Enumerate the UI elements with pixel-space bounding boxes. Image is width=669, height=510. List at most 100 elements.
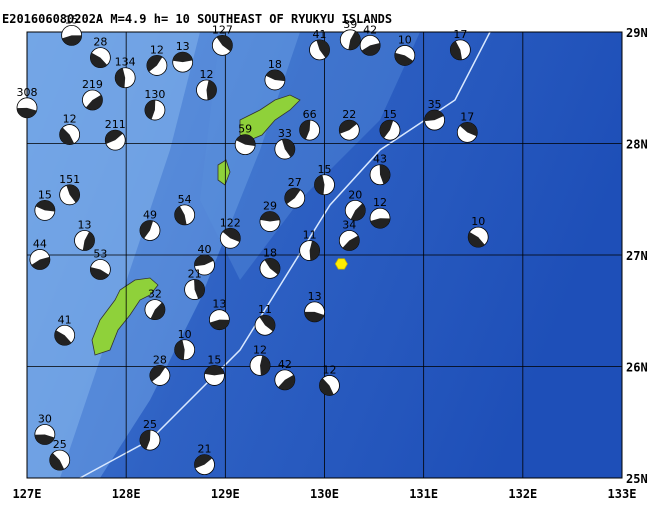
lon-label: 129E	[211, 487, 240, 501]
focal-mechanism: 28	[89, 36, 111, 69]
lon-label: 131E	[409, 487, 438, 501]
beachball-compression	[115, 68, 126, 88]
focal-mechanism: 122	[220, 216, 241, 249]
depth-label: 308	[17, 86, 38, 99]
focal-mechanism: 18	[264, 58, 286, 91]
depth-label: 12	[373, 196, 387, 209]
focal-mechanism: 13	[304, 290, 325, 323]
depth-label: 35	[428, 98, 442, 111]
focal-mechanism: 308	[17, 86, 38, 119]
focal-mechanism: 43	[369, 153, 391, 186]
beachball-compression	[284, 188, 301, 205]
focal-mechanism: 39	[339, 18, 361, 51]
beachball-compression	[450, 41, 463, 60]
beachball-compression	[260, 355, 271, 376]
focal-mechanism: 42	[274, 358, 296, 391]
depth-label: 25	[53, 438, 67, 451]
focal-mechanism: 13	[74, 219, 95, 251]
lat-label: 27N	[626, 249, 648, 263]
beachball-compression	[149, 365, 166, 382]
beachball-compression	[236, 134, 256, 147]
lon-label: 130E	[310, 487, 339, 501]
focal-mechanism: 10	[467, 215, 489, 248]
map-frame	[26, 31, 623, 479]
depth-label: 15	[318, 163, 332, 176]
beachball-compression	[90, 267, 109, 280]
depth-label: 151	[59, 173, 80, 186]
focal-mechanism: 28	[149, 353, 171, 386]
focal-mechanism: 17	[449, 28, 471, 61]
beachball-compression	[309, 240, 320, 261]
beachball-compression	[146, 55, 163, 72]
map-title: E201606080202A M=4.9 h= 10 SOUTHEAST OF …	[2, 12, 392, 26]
focal-mechanism: 25	[139, 418, 161, 451]
depth-label: 21	[198, 443, 212, 456]
lon-label: 127E	[13, 487, 42, 501]
depth-label: 127	[212, 23, 233, 36]
focal-mechanism: 12	[146, 43, 168, 76]
focal-mechanism: 13	[208, 298, 230, 331]
focal-mechanism: 12	[249, 343, 271, 376]
lon-label: 128E	[112, 487, 141, 501]
beachball-compression	[49, 452, 65, 471]
depth-label: 13	[212, 298, 226, 311]
beachball-compression	[468, 232, 485, 248]
depth-label: 11	[303, 229, 317, 242]
focal-mechanism: 32	[144, 288, 166, 321]
focal-mechanism: 12	[196, 68, 217, 101]
focal-mechanism: 219	[82, 78, 103, 111]
depth-label: 59	[238, 123, 252, 136]
focal-mechanism: 15	[34, 188, 56, 221]
beachball-compression	[216, 35, 233, 52]
focal-mechanism: 44	[29, 237, 51, 270]
focal-mechanism: 11	[299, 229, 321, 261]
depth-label: 15	[65, 13, 79, 26]
beachball-compression	[209, 319, 230, 330]
depth-label: 130	[144, 88, 165, 101]
beachball-compression	[62, 35, 82, 46]
depth-label: 15	[207, 353, 221, 366]
focal-mechanism: 15	[379, 108, 401, 141]
depth-label: 28	[153, 353, 167, 366]
depth-label: 66	[303, 108, 317, 121]
depth-label: 41	[58, 313, 72, 326]
focal-mechanism: 41	[309, 28, 330, 61]
focal-mechanism: 22	[338, 108, 360, 141]
focal-mechanism: 11	[254, 303, 276, 336]
depth-label: 32	[148, 288, 162, 301]
lat-label: 25N	[626, 472, 648, 486]
depth-label: 20	[348, 188, 362, 201]
beachball-compression	[299, 120, 311, 140]
beachball-compression	[424, 110, 444, 122]
beachball-compression	[259, 315, 275, 332]
depth-label: 44	[33, 237, 47, 250]
beachball-compression	[54, 330, 72, 346]
depth-label: 53	[93, 247, 107, 260]
beachball-compression	[379, 164, 391, 185]
focal-mechanism: 134	[115, 56, 136, 89]
epicenter	[334, 258, 348, 270]
focal-mechanism: 12	[369, 196, 391, 229]
beachball-compression	[319, 378, 334, 396]
beachball-compression	[17, 107, 37, 118]
focal-mechanism: 21	[184, 268, 205, 300]
beachball-compression	[31, 256, 50, 270]
depth-label: 15	[38, 188, 52, 201]
depth-label: 12	[322, 363, 336, 376]
lon-label: 132E	[508, 487, 537, 501]
beachball-compression	[150, 302, 165, 320]
focal-mechanism: 34	[338, 219, 360, 251]
depth-label: 17	[460, 110, 474, 123]
depth-label: 11	[258, 303, 272, 316]
focal-mechanism: 41	[54, 313, 76, 346]
depth-label: 15	[383, 108, 397, 121]
depth-label: 211	[105, 118, 126, 131]
beachball-compression	[265, 69, 285, 82]
depth-label: 54	[178, 193, 192, 206]
focal-mechanism: 66	[299, 108, 321, 141]
beachball-compression	[144, 100, 156, 120]
focal-mechanism: 40	[194, 243, 215, 276]
lon-label: 133E	[608, 487, 637, 501]
beachball-compression	[35, 200, 55, 212]
